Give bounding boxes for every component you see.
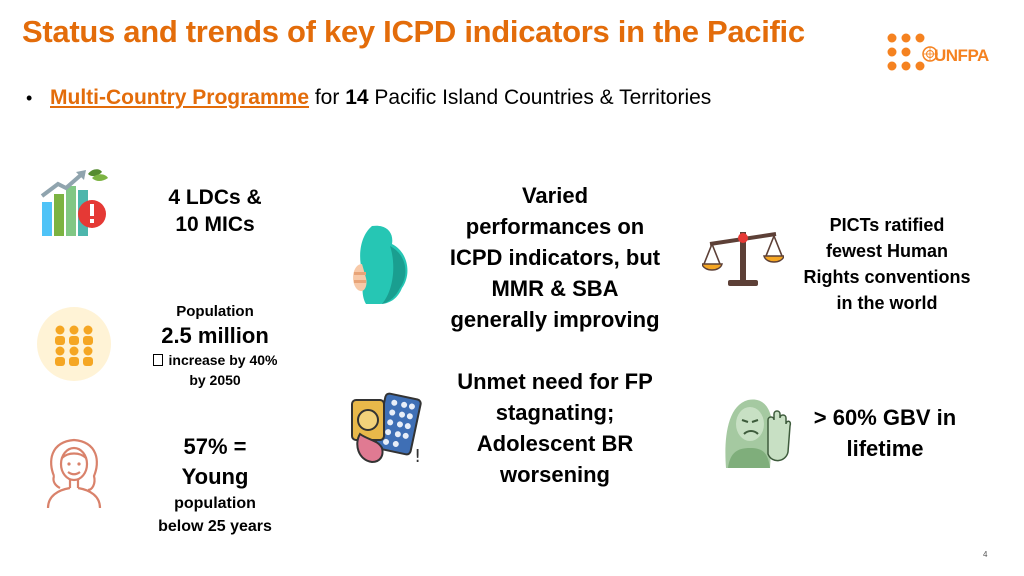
- mic-line: 10 MICs: [175, 213, 255, 236]
- bullet-icon: •: [26, 88, 33, 108]
- scales-icon: [702, 232, 784, 286]
- logo-wordmark: UNFPA: [934, 46, 989, 65]
- svg-text:!: !: [414, 446, 421, 466]
- gbv-block: > 60% GBV in lifetime: [800, 402, 970, 464]
- gbv-stop-hand-icon: [725, 399, 792, 468]
- unfpa-logo: UNFPA: [886, 32, 990, 80]
- population-year-line: by 2050: [189, 372, 241, 388]
- population-icon: [37, 307, 111, 381]
- ldc-line: 4 LDCs &: [168, 186, 262, 209]
- human-rights-block: PICTs ratified fewest Human Rights conve…: [792, 212, 982, 316]
- logo-dots-icon: [887, 33, 925, 71]
- performance-line-2: performances on: [465, 214, 645, 239]
- performance-line-1: Varied: [521, 183, 589, 208]
- unmet-line-1: Unmet need for FP: [457, 369, 653, 394]
- population-label: Population: [176, 303, 254, 320]
- unmet-line-3: Adolescent BR: [476, 431, 634, 456]
- population-value: 2.5 million: [161, 323, 269, 348]
- gbv-line-1: > 60% GBV in: [813, 405, 957, 430]
- young-percent: 57% =: [183, 434, 247, 459]
- country-count: 14: [345, 86, 369, 109]
- performance-line-4: MMR & SBA: [491, 276, 619, 301]
- performance-block: Varied performances on ICPD indicators, …: [430, 180, 680, 335]
- gbv-line-2: lifetime: [846, 436, 924, 461]
- un-emblem-icon: [922, 46, 938, 62]
- pregnancy-icon: [353, 225, 408, 304]
- ldc-mic-block: 4 LDCs & 10 MICs: [150, 184, 280, 238]
- unmet-line-4: worsening: [499, 462, 610, 487]
- growth-chart-alert-icon: [40, 169, 108, 236]
- young-woman-icon: [46, 438, 102, 509]
- programme-bullet: • Multi-Country Programme for 14 Pacific …: [26, 86, 711, 110]
- population-increase-line: increase by 40%: [140, 350, 290, 370]
- multi-country-programme-link[interactable]: Multi-Country Programme: [50, 86, 310, 109]
- bullet-text-2: Pacific Island Countries & Territories: [368, 86, 712, 109]
- performance-line-3: ICPD indicators, but: [449, 245, 661, 270]
- bullet-text-1: for: [309, 86, 346, 109]
- young-label: Young: [181, 464, 249, 489]
- unmet-line-2: stagnating;: [495, 400, 615, 425]
- population-block: Population 2.5 million increase by 40% b…: [140, 302, 290, 390]
- unmet-need-block: Unmet need for FP stagnating; Adolescent…: [430, 366, 680, 490]
- young-population-line: population: [174, 495, 256, 512]
- contraceptives-icon: !: [351, 392, 422, 466]
- rights-line-4: in the world: [836, 293, 938, 313]
- page-number: 4: [983, 550, 988, 559]
- young-population-block: 57% = Young population below 25 years: [140, 432, 290, 538]
- rights-line-3: Rights conventions: [803, 267, 971, 287]
- page-title: Status and trends of key ICPD indicators…: [22, 14, 805, 49]
- performance-line-5: generally improving: [450, 307, 660, 332]
- rights-line-1: PICTs ratified: [829, 215, 945, 235]
- young-age-line: below 25 years: [158, 518, 272, 535]
- missing-glyph-icon: [152, 354, 163, 366]
- rights-line-2: fewest Human: [825, 241, 949, 261]
